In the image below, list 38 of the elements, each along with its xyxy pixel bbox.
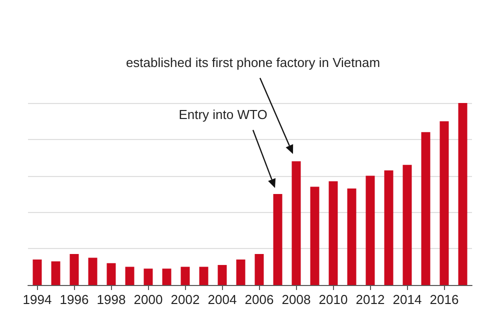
x-tick-label: 2006 [244,292,274,307]
x-tick-label: 2004 [208,292,237,307]
bar [384,170,394,285]
x-tick-label: 2012 [356,292,385,307]
x-tick-label: 1998 [96,292,126,307]
bar [328,181,338,285]
bar [347,188,356,285]
bar [125,266,134,285]
x-tick-label: 1996 [60,292,89,307]
bar [199,266,208,285]
bar [218,264,227,285]
x-tick-label: 2002 [170,292,200,307]
bar [273,194,282,285]
bar [51,261,60,285]
bar [32,260,42,285]
bar [180,266,190,285]
bar [292,161,301,285]
x-tick-label: 2000 [134,292,163,307]
x-tick-label: 2008 [282,292,311,307]
bar [144,268,153,285]
bar [402,164,412,285]
x-tick-label: 2014 [392,292,422,307]
bar [421,132,430,285]
bar [236,260,246,285]
bar [106,263,116,285]
text: established its first phone factory in Vietnam [126,55,380,70]
bar [70,254,79,285]
bar [366,176,375,285]
x-tick-label: 2016 [430,292,459,307]
annotation: Entry into WTO [178,107,268,122]
x-tick-label: 1994 [22,292,52,307]
x-tick-label: 2010 [318,292,348,307]
bar [310,186,320,285]
bar [254,254,264,285]
bar [458,103,468,285]
bar [162,268,172,285]
bar [440,121,449,285]
bar [88,258,98,285]
